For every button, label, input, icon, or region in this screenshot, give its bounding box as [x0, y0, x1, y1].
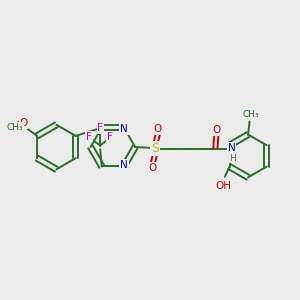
- Text: CH₃: CH₃: [242, 110, 259, 119]
- Text: N: N: [120, 160, 128, 170]
- Text: O: O: [154, 124, 162, 134]
- Text: F: F: [107, 132, 113, 142]
- Text: H: H: [229, 154, 236, 163]
- Text: F: F: [86, 132, 92, 142]
- Text: O: O: [19, 118, 28, 128]
- Text: OH: OH: [216, 181, 232, 191]
- Text: O: O: [212, 125, 220, 135]
- Text: N: N: [120, 124, 128, 134]
- Text: N: N: [228, 142, 235, 153]
- Text: F: F: [97, 123, 103, 133]
- Text: CH₃: CH₃: [7, 123, 23, 132]
- Text: S: S: [151, 142, 159, 155]
- Text: O: O: [149, 163, 157, 173]
